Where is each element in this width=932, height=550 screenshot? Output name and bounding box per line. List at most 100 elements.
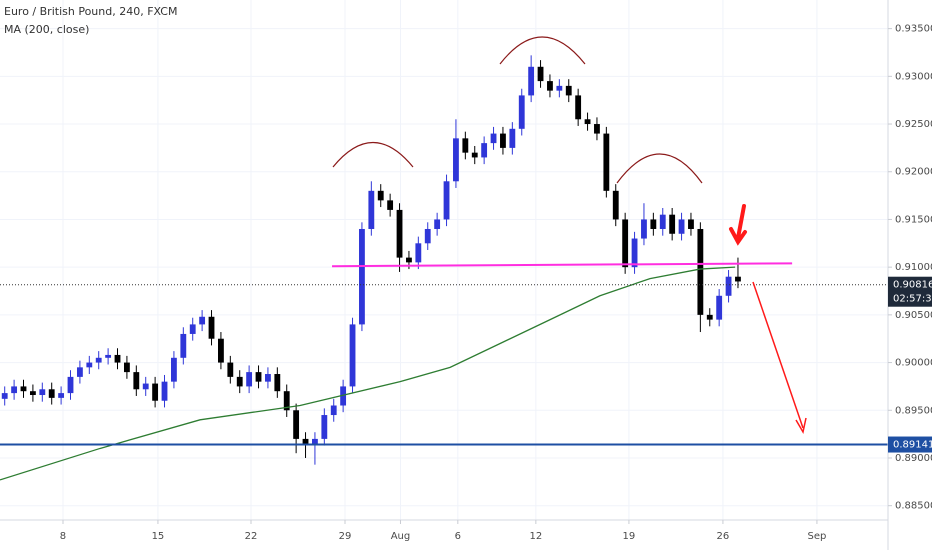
candle-body: [518, 95, 525, 129]
candle-body: [706, 314, 713, 320]
down-arrow: [752, 281, 804, 429]
candle-body: [123, 362, 130, 373]
candle-body: [114, 354, 121, 363]
candle-body: [453, 138, 459, 182]
candle-body: [641, 219, 647, 239]
candle-body: [547, 81, 553, 91]
candle-body: [180, 333, 187, 358]
candle-body: [246, 372, 253, 387]
arrow-head: [795, 417, 807, 435]
candle-body: [396, 209, 403, 258]
candle-body: [471, 152, 478, 158]
candle-body: [39, 389, 46, 396]
candle-body: [443, 181, 450, 220]
x-tick-label: 29: [339, 531, 352, 542]
indicator-label: MA (200, close): [4, 23, 89, 36]
candle-body: [274, 374, 281, 392]
candle-body: [321, 415, 328, 439]
candle-body: [594, 124, 600, 134]
candle-body: [302, 438, 309, 444]
candle-body: [283, 391, 290, 411]
candle-body: [330, 405, 337, 416]
x-tick-label: 26: [717, 531, 730, 542]
moving-average: [0, 266, 736, 481]
candle-body: [556, 85, 563, 91]
candle-body: [58, 393, 65, 398]
candle-body: [509, 128, 516, 148]
plot-area: [0, 55, 888, 481]
candle-body: [481, 143, 488, 158]
candle-body: [612, 190, 619, 220]
candle-body: [359, 228, 365, 325]
candle-body: [387, 200, 394, 210]
candle-body: [67, 376, 74, 394]
candle-body: [76, 367, 83, 377]
support-label: 0.89141: [893, 440, 932, 451]
candle-body: [236, 376, 243, 387]
countdown-label: 02:57:32: [893, 294, 932, 305]
candle-body: [227, 362, 234, 377]
candle-body: [95, 357, 102, 363]
candle-body: [575, 95, 582, 120]
neckline: [332, 262, 793, 268]
candle-body: [434, 219, 441, 229]
candle-body: [669, 214, 676, 234]
x-tick-label: 12: [529, 531, 542, 542]
candle-body: [406, 257, 412, 263]
x-tick-label: 15: [152, 531, 165, 542]
chart-title: Euro / British Pound, 240, FXCM: [4, 5, 177, 18]
candle-body: [377, 190, 384, 201]
candle-body: [368, 190, 375, 229]
x-tick-label: Aug: [391, 531, 411, 542]
candle-body: [293, 410, 300, 439]
x-tick-label: Sep: [808, 531, 827, 542]
candle-body: [255, 372, 262, 382]
candle-body: [603, 133, 610, 191]
candle-body: [584, 119, 591, 125]
candle-body: [490, 133, 497, 144]
candle-body: [659, 214, 666, 229]
candle-body: [48, 389, 55, 398]
support-label-box: [888, 436, 932, 453]
candle-body: [105, 354, 112, 358]
candle-body: [716, 295, 723, 320]
candle-body: [462, 138, 469, 153]
candle-body: [424, 228, 431, 244]
y-tick-label: 0.93500: [895, 24, 932, 35]
shoulder-arc: [332, 142, 414, 168]
x-tick-label: 6: [455, 531, 461, 542]
x-tick-label: 22: [245, 531, 258, 542]
candle-body: [1, 393, 8, 399]
grid: [0, 0, 888, 520]
candle-body: [678, 219, 685, 234]
candle-body: [340, 386, 347, 406]
candle-body: [528, 66, 535, 96]
last-price-label: 0.90816: [893, 280, 932, 291]
candle-body: [208, 316, 215, 339]
candle-body: [142, 383, 149, 390]
candle-body: [650, 219, 657, 229]
pointer-arrow: [729, 204, 747, 246]
candle-body: [133, 372, 140, 390]
candle-body: [161, 381, 168, 401]
candle-body: [631, 238, 638, 268]
candle-body: [265, 374, 271, 382]
candle-body: [29, 391, 36, 396]
candle-body: [218, 338, 224, 363]
candle-body: [725, 276, 732, 296]
candle-body: [189, 324, 196, 334]
candle-body: [11, 386, 18, 394]
drawings: [332, 36, 807, 435]
candle-body: [171, 357, 177, 382]
candle-body: [500, 133, 506, 148]
